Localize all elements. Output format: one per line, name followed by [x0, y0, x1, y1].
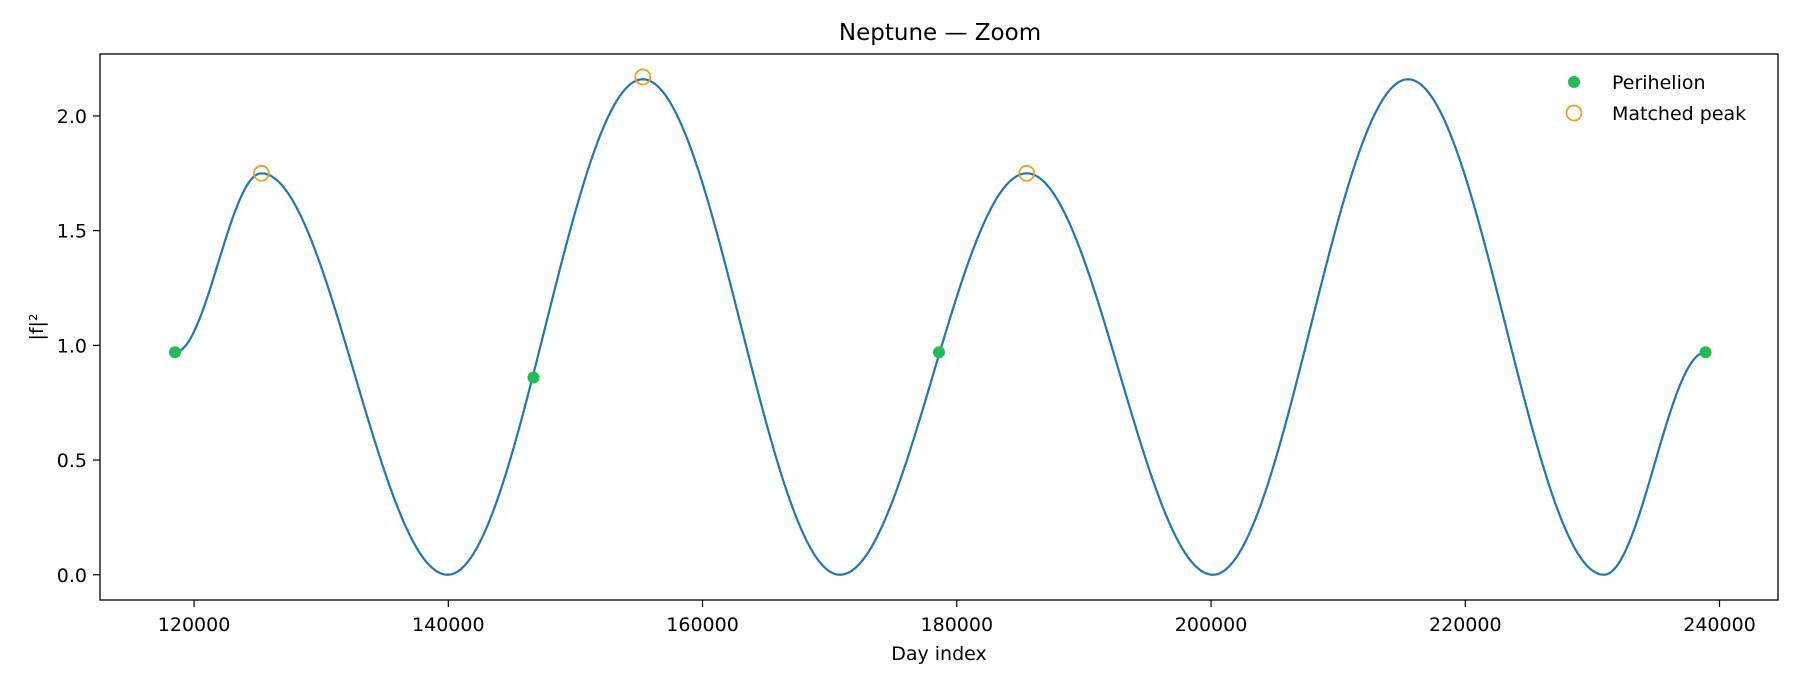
y-tick-label: 1.0 [57, 335, 87, 357]
x-tick-label: 200000 [1175, 614, 1248, 636]
y-tick-label: 0.0 [57, 565, 87, 587]
x-tick-label: 240000 [1683, 614, 1756, 636]
matched-peak-point [253, 164, 270, 182]
perihelion-point [933, 346, 945, 359]
perihelion-point [169, 346, 182, 359]
signal-line [174, 78, 1706, 576]
x-axis: 120000 140000 160000 180000 200000 220000 2400… [158, 600, 1756, 636]
y-tick-label: 1.5 [57, 221, 87, 243]
x-tick-label: 160000 [666, 614, 739, 636]
legend-label: Matched peak [1612, 103, 1746, 125]
x-tick-label: 140000 [412, 614, 485, 636]
y-axis-label: |f|² [26, 313, 48, 340]
marker-layer [169, 68, 1712, 384]
perihelion-point [1699, 346, 1712, 359]
x-tick-label: 220000 [1429, 614, 1502, 636]
curve-layer [174, 78, 1706, 576]
x-tick-label: 180000 [921, 614, 994, 636]
legend-marker-matched-peak [1565, 104, 1583, 122]
x-tick-label: 120000 [158, 614, 231, 636]
y-axis: 0.0 0.5 1.0 1.5 2.0 [57, 106, 100, 587]
legend: Perihelion Matched peak [1565, 72, 1746, 125]
matched-peak-point [1018, 164, 1036, 182]
matched-peak-point [634, 68, 652, 86]
legend-marker-perihelion [1568, 76, 1580, 88]
x-axis-label: Day index [891, 643, 987, 665]
y-tick-label: 0.5 [57, 450, 87, 472]
chart-title: Neptune — Zoom [839, 20, 1041, 46]
legend-label: Perihelion [1612, 72, 1706, 94]
plot-area [169, 68, 1712, 576]
plot-frame [99, 53, 1779, 601]
perihelion-point [527, 371, 540, 384]
y-tick-label: 2.0 [57, 106, 87, 128]
